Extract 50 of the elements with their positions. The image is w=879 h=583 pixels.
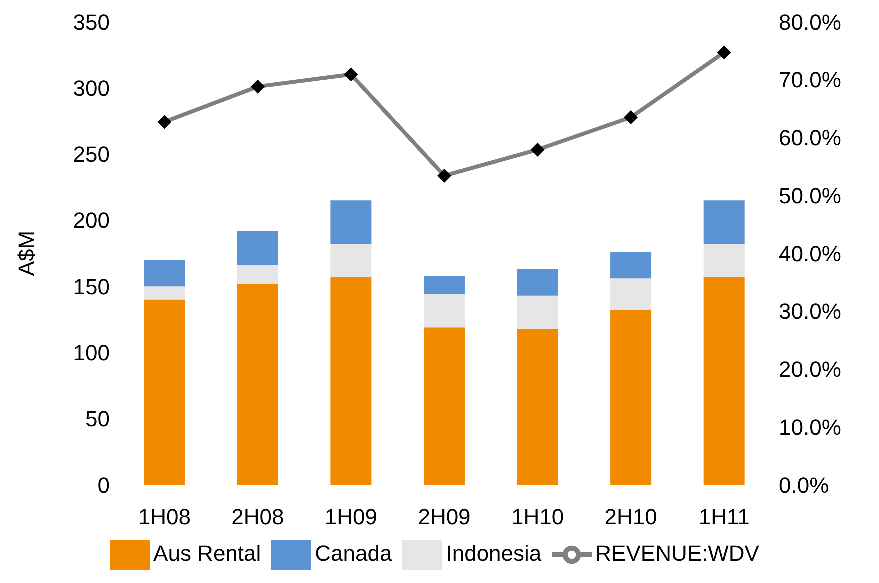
x-tick-label: 2H10: [604, 504, 658, 530]
y-tick-label: 150: [73, 274, 110, 300]
bar: [330, 277, 372, 485]
y2-tick-label: 0.0%: [779, 472, 830, 498]
y2-tick-label: 40.0%: [779, 241, 842, 266]
x-tick-label: 1H11: [698, 504, 750, 530]
y2-tick-label: 80.0%: [779, 10, 842, 35]
legend-label: Indonesia: [446, 540, 542, 566]
bar: [704, 200, 745, 244]
bar: [704, 244, 745, 278]
y-tick-label: 200: [73, 208, 110, 234]
bar: [237, 265, 278, 284]
y-tick-label: 300: [73, 76, 110, 101]
bar: [424, 328, 465, 485]
x-tick-label: 1H10: [511, 504, 564, 530]
legend-label: REVENUE:WDV: [596, 540, 760, 566]
bar: [144, 300, 186, 485]
y2-tick-label: 50.0%: [779, 183, 842, 208]
y2-tick-label: 70.0%: [779, 68, 842, 93]
bar: [610, 252, 652, 279]
bar: [610, 310, 652, 485]
y-tick-label: 100: [73, 340, 110, 366]
bar: [330, 244, 372, 278]
y2-tick-label: 30.0%: [779, 299, 842, 324]
x-tick-label: 2H09: [418, 504, 471, 530]
y-tick-label: 0: [98, 472, 110, 498]
x-tick-label: 1H08: [138, 504, 191, 530]
legend-label: Canada: [315, 540, 392, 566]
y2-tick-label: 20.0%: [779, 357, 842, 382]
legend-label: Aus Rental: [154, 540, 262, 566]
y-tick-label: 350: [73, 10, 110, 35]
y-axis-title: A$M: [14, 230, 39, 276]
bar: [330, 200, 372, 244]
bar: [237, 284, 278, 485]
bar: [704, 277, 745, 485]
bar: [517, 269, 558, 296]
bar: [144, 260, 186, 287]
bar: [517, 328, 558, 485]
bar: [517, 296, 558, 329]
bar: [144, 286, 186, 300]
bar: [610, 278, 652, 310]
bar: [424, 276, 465, 295]
y2-tick-label: 10.0%: [779, 414, 842, 440]
y2-tick-label: 60.0%: [779, 126, 842, 151]
y-tick-label: 50: [86, 406, 110, 432]
bar: [424, 294, 465, 328]
bar: [237, 231, 278, 266]
y-tick-label: 250: [73, 142, 110, 168]
x-tick-label: 2H08: [232, 504, 284, 530]
x-tick-label: 1H09: [324, 504, 378, 530]
